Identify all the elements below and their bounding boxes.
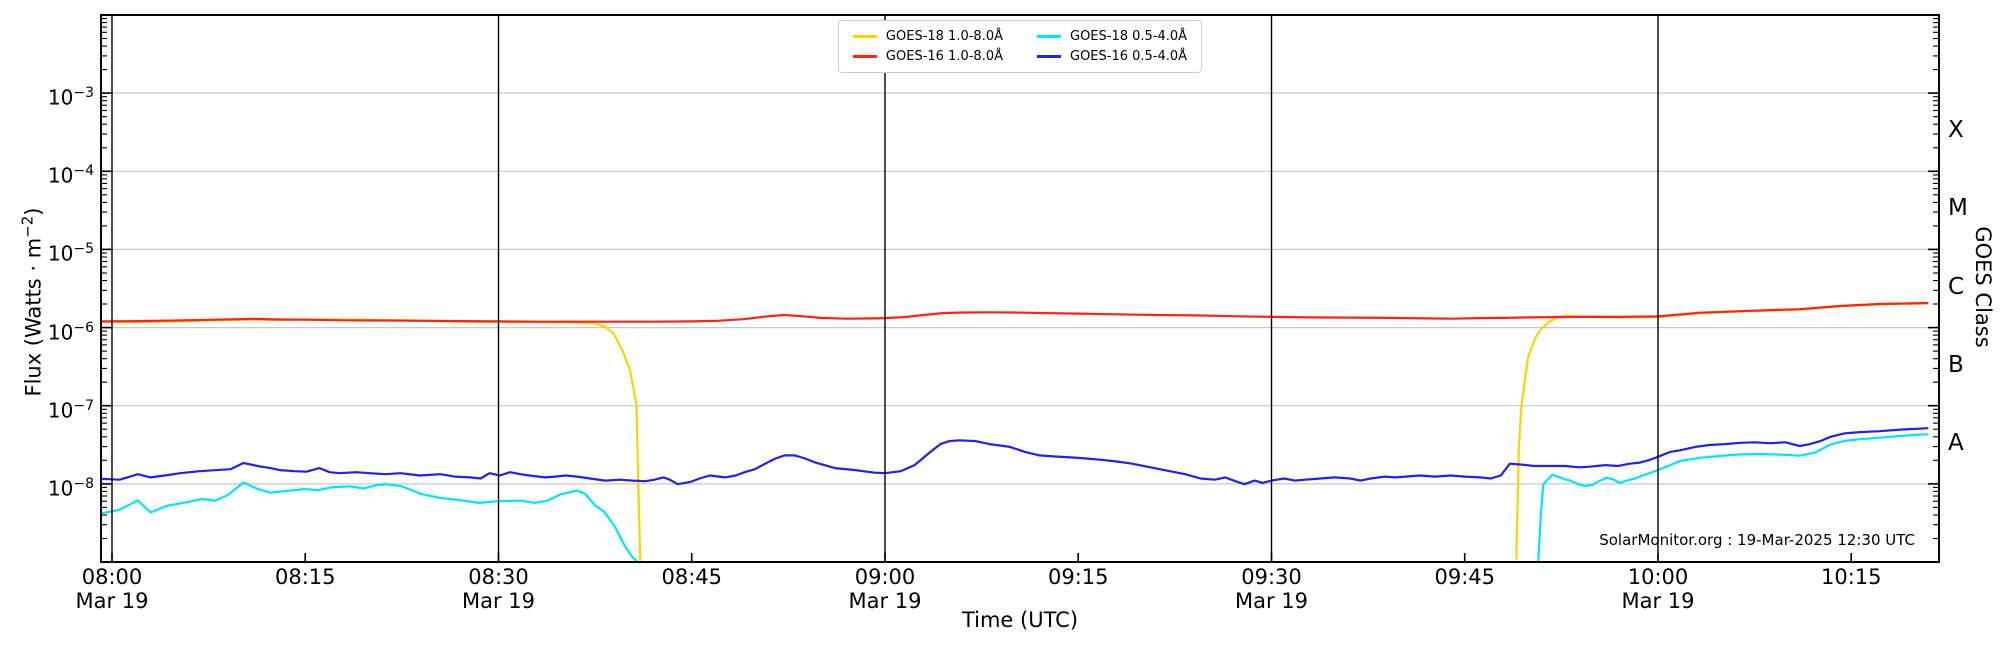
y-axis-title-close: ) bbox=[21, 207, 46, 216]
y-tick-exponent: −5 bbox=[73, 241, 94, 258]
legend-label-goes16-long: GOES-16 1.0-8.0Å bbox=[885, 49, 1003, 64]
goes-class-label-x: X bbox=[1948, 117, 1964, 144]
legend-swatch-goes16-long bbox=[852, 55, 877, 58]
x-tick-label-09-00: 09:00 bbox=[854, 565, 916, 589]
legend-entry-goes16-short: GOES-16 0.5-4.0Å bbox=[1037, 49, 1187, 64]
legend-label-goes18-short: GOES-18 0.5-4.0Å bbox=[1070, 29, 1188, 44]
legend-entry-goes18-short: GOES-18 0.5-4.0Å bbox=[1037, 29, 1187, 44]
goes-class-label-b: B bbox=[1948, 351, 1964, 378]
series-goes18-short bbox=[1537, 433, 1929, 564]
x-tick-date-08-00: Mar 19 bbox=[75, 589, 149, 613]
y-tick-label-1e-7: 10−7 bbox=[0, 391, 94, 423]
goes-class-label-m: M bbox=[1948, 195, 1968, 222]
right-axis-title: GOES Class bbox=[1971, 226, 1995, 348]
y-tick-label-1e-6: 10−6 bbox=[0, 313, 94, 345]
y-tick-label-1e-3: 10−3 bbox=[0, 78, 94, 110]
watermark-annotation: SolarMonitor.org : 19-Mar-2025 12:30 UTC bbox=[1599, 531, 1915, 549]
x-tick-label-10-00: 10:00 bbox=[1627, 565, 1689, 589]
legend: GOES-18 1.0-8.0Å GOES-18 0.5-4.0Å GOES-16 … bbox=[837, 20, 1203, 73]
y-tick-base: 10 bbox=[47, 85, 74, 110]
y-tick-base: 10 bbox=[47, 476, 74, 501]
legend-entry-goes18-long: GOES-18 1.0-8.0Å bbox=[852, 29, 1003, 44]
plot-border bbox=[100, 14, 1940, 563]
y-tick-label-1e-8: 10−8 bbox=[0, 469, 94, 501]
x-tick-date-09-30: Mar 19 bbox=[1234, 589, 1308, 613]
legend-swatch-goes16-short bbox=[1037, 55, 1061, 58]
legend-swatch-goes18-short bbox=[1037, 35, 1061, 38]
goes-class-label-c: C bbox=[1948, 273, 1965, 300]
goes-class-label-a: A bbox=[1948, 429, 1964, 456]
x-tick-label-09-15: 09:15 bbox=[1047, 565, 1109, 589]
x-tick-label-09-45: 09:45 bbox=[1434, 565, 1495, 589]
series-goes16-long bbox=[99, 301, 1929, 323]
series-goes18-short bbox=[99, 481, 639, 564]
y-tick-exponent: −6 bbox=[73, 319, 94, 336]
y-tick-exponent: −4 bbox=[73, 163, 94, 180]
x-tick-label-08-15: 08:15 bbox=[274, 565, 336, 589]
series-goes16-short bbox=[99, 427, 1929, 486]
legend-entry-goes16-long: GOES-16 1.0-8.0Å bbox=[852, 49, 1003, 64]
y-tick-exponent: −7 bbox=[73, 397, 94, 414]
x-tick-label-08-00: 08:00 bbox=[81, 565, 143, 589]
legend-label-goes18-long: GOES-18 1.0-8.0Å bbox=[885, 29, 1003, 44]
legend-swatch-goes18-long bbox=[852, 35, 877, 38]
x-tick-date-08-30: Mar 19 bbox=[461, 589, 535, 613]
x-tick-label-09-30: 09:30 bbox=[1241, 565, 1302, 589]
x-tick-label-08-30: 08:30 bbox=[468, 565, 529, 589]
y-tick-exponent: −8 bbox=[73, 475, 94, 492]
y-tick-label-1e-5: 10−5 bbox=[0, 234, 94, 267]
x-tick-label-08-45: 08:45 bbox=[661, 565, 722, 589]
y-tick-base: 10 bbox=[47, 320, 74, 345]
y-tick-exponent: −3 bbox=[73, 85, 94, 102]
x-axis-title: Time (UTC) bbox=[961, 608, 1079, 632]
x-tick-label-10-15: 10:15 bbox=[1820, 565, 1882, 589]
y-tick-base: 10 bbox=[47, 163, 74, 188]
y-tick-base: 10 bbox=[47, 242, 74, 267]
x-tick-date-09-00: Mar 19 bbox=[848, 589, 922, 613]
x-tick-date-10-00: Mar 19 bbox=[1621, 589, 1695, 613]
y-tick-base: 10 bbox=[47, 398, 74, 423]
series-goes18-long bbox=[99, 318, 642, 562]
legend-label-goes16-short: GOES-16 0.5-4.0Å bbox=[1070, 49, 1188, 64]
y-tick-label-1e-4: 10−4 bbox=[0, 156, 94, 188]
